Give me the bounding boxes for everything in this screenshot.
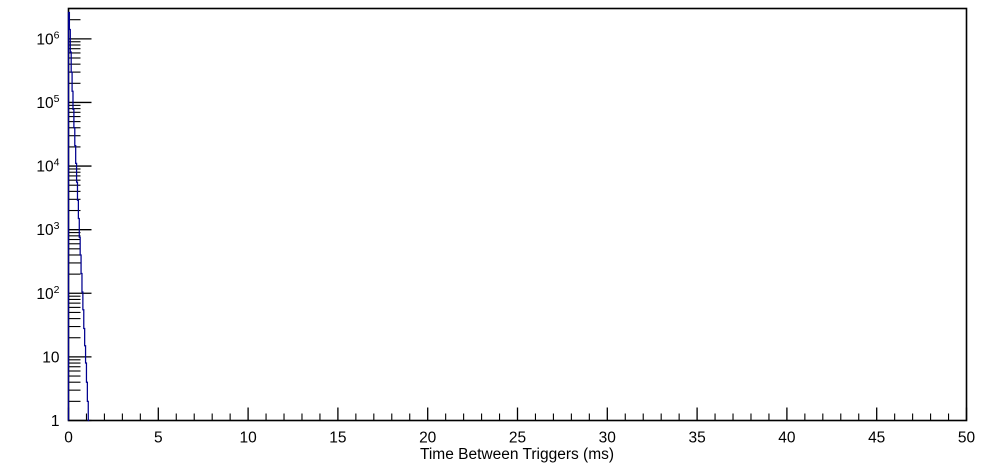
x-axis-tick-label: 35 [688,430,705,447]
x-axis-tick-label: 40 [778,430,796,447]
x-axis-tick-label: 25 [509,430,526,447]
y-axis-tick-label: 1 [51,413,60,430]
y-axis-tick-label: 105 [36,93,59,112]
y-axis-tick-labels: 1 10 102 103 104 105 106 [36,29,59,430]
x-axis-tick-label: 30 [599,430,617,447]
x-axis-tick-label: 15 [329,430,346,447]
y-axis-ticks [68,7,92,422]
y-axis-tick-label: 10 [42,349,60,366]
x-axis-tick-label: 50 [958,430,976,447]
y-axis-tick-label: 103 [36,220,59,239]
x-axis-tick-label: 20 [419,430,437,447]
y-axis-tick-label: 102 [36,284,59,303]
y-axis-tick-label: 104 [36,157,59,176]
x-axis-tick-label: 10 [239,430,257,447]
x-axis-tick-label: 5 [154,430,163,447]
y-axis-tick-label: 106 [36,29,59,48]
x-axis-title: Time Between Triggers (ms) [420,446,614,463]
histogram-data-line [67,11,90,422]
x-axis-tick-label: 0 [64,430,73,447]
x-axis-ticks [67,407,968,421]
x-axis-tick-label: 45 [868,430,885,447]
x-axis-tick-labels: 0 5 10 15 20 25 30 35 40 45 50 [64,430,975,447]
